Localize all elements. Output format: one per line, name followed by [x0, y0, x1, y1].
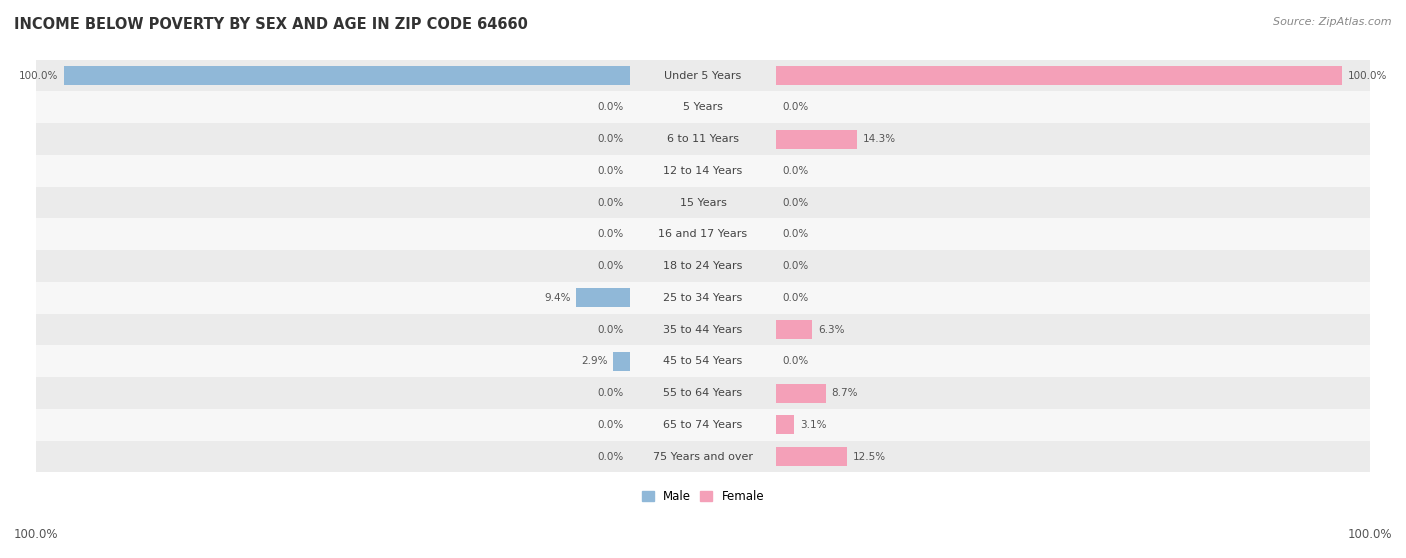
Text: 0.0%: 0.0%: [782, 293, 808, 303]
Text: 100.0%: 100.0%: [1347, 70, 1386, 80]
Bar: [776, 415, 794, 434]
Text: 100.0%: 100.0%: [1347, 528, 1392, 541]
Text: 0.0%: 0.0%: [782, 102, 808, 112]
Bar: [37, 250, 1369, 282]
Text: 100.0%: 100.0%: [14, 528, 59, 541]
Text: 12.5%: 12.5%: [853, 451, 886, 461]
Bar: [576, 288, 630, 307]
Text: 8.7%: 8.7%: [831, 388, 858, 398]
Bar: [37, 60, 1369, 92]
Text: 65 to 74 Years: 65 to 74 Years: [664, 420, 742, 430]
Bar: [65, 66, 630, 85]
Text: 55 to 64 Years: 55 to 64 Years: [664, 388, 742, 398]
Bar: [37, 409, 1369, 441]
Text: 14.3%: 14.3%: [863, 134, 896, 144]
Bar: [776, 383, 825, 402]
Text: 0.0%: 0.0%: [598, 166, 624, 176]
Text: 0.0%: 0.0%: [598, 261, 624, 271]
Text: 18 to 24 Years: 18 to 24 Years: [664, 261, 742, 271]
Text: 5 Years: 5 Years: [683, 102, 723, 112]
Text: 45 to 54 Years: 45 to 54 Years: [664, 357, 742, 366]
Text: Source: ZipAtlas.com: Source: ZipAtlas.com: [1274, 17, 1392, 27]
Bar: [37, 123, 1369, 155]
Bar: [776, 66, 1341, 85]
Text: 35 to 44 Years: 35 to 44 Years: [664, 325, 742, 335]
Bar: [37, 282, 1369, 314]
Bar: [37, 155, 1369, 187]
Text: 25 to 34 Years: 25 to 34 Years: [664, 293, 742, 303]
Text: 6.3%: 6.3%: [818, 325, 844, 335]
Bar: [37, 187, 1369, 218]
Text: 0.0%: 0.0%: [598, 198, 624, 208]
Bar: [37, 377, 1369, 409]
Text: 0.0%: 0.0%: [598, 325, 624, 335]
Text: INCOME BELOW POVERTY BY SEX AND AGE IN ZIP CODE 64660: INCOME BELOW POVERTY BY SEX AND AGE IN Z…: [14, 17, 527, 32]
Text: 16 and 17 Years: 16 and 17 Years: [658, 229, 748, 239]
Text: 0.0%: 0.0%: [598, 102, 624, 112]
Text: 0.0%: 0.0%: [782, 357, 808, 366]
Bar: [37, 92, 1369, 123]
Text: 0.0%: 0.0%: [598, 229, 624, 239]
Bar: [613, 352, 630, 371]
Text: 9.4%: 9.4%: [544, 293, 571, 303]
Text: 0.0%: 0.0%: [598, 388, 624, 398]
Bar: [37, 314, 1369, 345]
Text: 3.1%: 3.1%: [800, 420, 827, 430]
Bar: [37, 345, 1369, 377]
Text: 0.0%: 0.0%: [598, 420, 624, 430]
Bar: [37, 218, 1369, 250]
Bar: [776, 320, 813, 339]
Bar: [37, 441, 1369, 473]
Text: Under 5 Years: Under 5 Years: [665, 70, 741, 80]
Text: 0.0%: 0.0%: [598, 451, 624, 461]
Bar: [776, 447, 848, 466]
Text: 0.0%: 0.0%: [598, 134, 624, 144]
Text: 2.9%: 2.9%: [581, 357, 607, 366]
Text: 0.0%: 0.0%: [782, 166, 808, 176]
Legend: Male, Female: Male, Female: [637, 485, 769, 508]
Text: 100.0%: 100.0%: [20, 70, 59, 80]
Text: 0.0%: 0.0%: [782, 261, 808, 271]
Bar: [776, 129, 858, 148]
Text: 0.0%: 0.0%: [782, 198, 808, 208]
Text: 15 Years: 15 Years: [679, 198, 727, 208]
Text: 0.0%: 0.0%: [782, 229, 808, 239]
Text: 75 Years and over: 75 Years and over: [652, 451, 754, 461]
Text: 6 to 11 Years: 6 to 11 Years: [666, 134, 740, 144]
Text: 12 to 14 Years: 12 to 14 Years: [664, 166, 742, 176]
